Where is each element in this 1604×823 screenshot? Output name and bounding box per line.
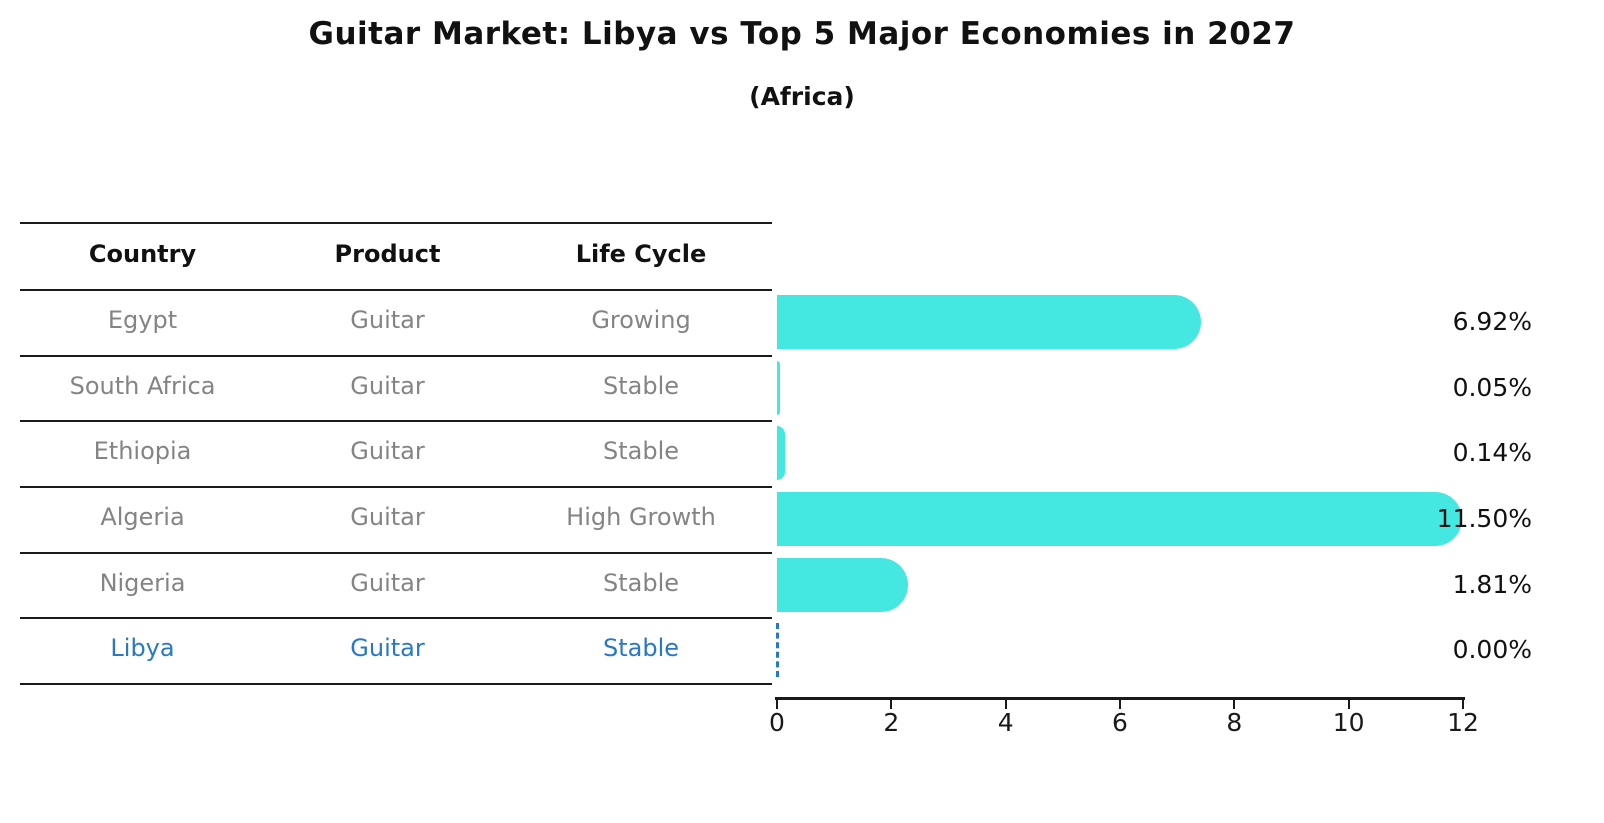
x-axis-tick (1119, 700, 1121, 709)
table-row-rule (20, 486, 772, 488)
cell-country: Algeria (100, 502, 185, 531)
cell-country: Ethiopia (93, 437, 192, 466)
x-axis-tick-label: 8 (1226, 708, 1243, 737)
bar-egypt (777, 294, 1201, 349)
table-header-rule (20, 289, 772, 291)
x-axis-tick (1004, 700, 1007, 709)
bar-south-africa (777, 360, 780, 415)
cell-life-cycle: Stable (602, 568, 680, 597)
chart-subtitle: (Africa) (749, 82, 855, 111)
x-axis-tick-label: 12 (1447, 708, 1479, 737)
cell-product: Guitar (350, 437, 425, 466)
bar-libya-zero (776, 623, 779, 678)
cell-product: Guitar (350, 305, 425, 334)
table-row-rule (20, 683, 772, 685)
table-row-rule (20, 354, 772, 357)
bar-value-label: 6.92% (1452, 306, 1532, 336)
bar-nigeria (777, 557, 909, 612)
cell-life-cycle: Stable (602, 437, 680, 466)
bar-value-label: 0.14% (1452, 438, 1532, 468)
bar-algeria (777, 491, 1463, 546)
x-axis-tick-label: 10 (1332, 708, 1365, 737)
bar-value-label: 0.05% (1452, 372, 1532, 402)
cell-country: South Africa (69, 371, 216, 400)
table-row-rule (20, 420, 772, 423)
bar-value-label: 0.00% (1452, 635, 1532, 665)
bar-value-label: 11.50% (1436, 503, 1532, 533)
cell-product: Guitar (350, 568, 425, 597)
table-row-rule (20, 617, 772, 620)
x-axis-tick (890, 700, 893, 709)
cell-life-cycle: Growing (591, 305, 691, 334)
cell-product: Guitar (350, 371, 425, 400)
cell-life-cycle: High Growth (566, 502, 716, 531)
table-header-product: Product (334, 240, 441, 268)
cell-country: Egypt (107, 305, 178, 334)
cell-country: Nigeria (99, 568, 186, 597)
cell-product: Guitar (350, 634, 425, 663)
x-axis-tick-label: 6 (1112, 708, 1128, 737)
table-header-country: Country (88, 240, 197, 268)
x-axis-tick (1347, 700, 1350, 709)
cell-product: Guitar (350, 502, 425, 531)
table-header-life-cycle: Life Cycle (575, 240, 707, 268)
x-axis-tick-label: 0 (769, 708, 785, 737)
chart-title: Guitar Market: Libya vs Top 5 Major Econ… (308, 16, 1296, 52)
table-row-rule (20, 551, 772, 554)
cell-life-cycle: Stable (602, 634, 680, 663)
bar-ethiopia (777, 426, 785, 481)
bar-value-label: 1.81% (1452, 569, 1532, 599)
x-axis-tick (1462, 700, 1464, 709)
x-axis-tick-label: 2 (883, 708, 900, 737)
x-axis-line (775, 697, 1465, 700)
x-axis-tick-label: 4 (997, 708, 1014, 737)
x-axis-tick (1233, 700, 1236, 709)
table-top-rule (20, 222, 772, 224)
cell-country: Libya (110, 634, 175, 663)
x-axis-tick (776, 700, 778, 709)
cell-life-cycle: Stable (602, 371, 680, 400)
